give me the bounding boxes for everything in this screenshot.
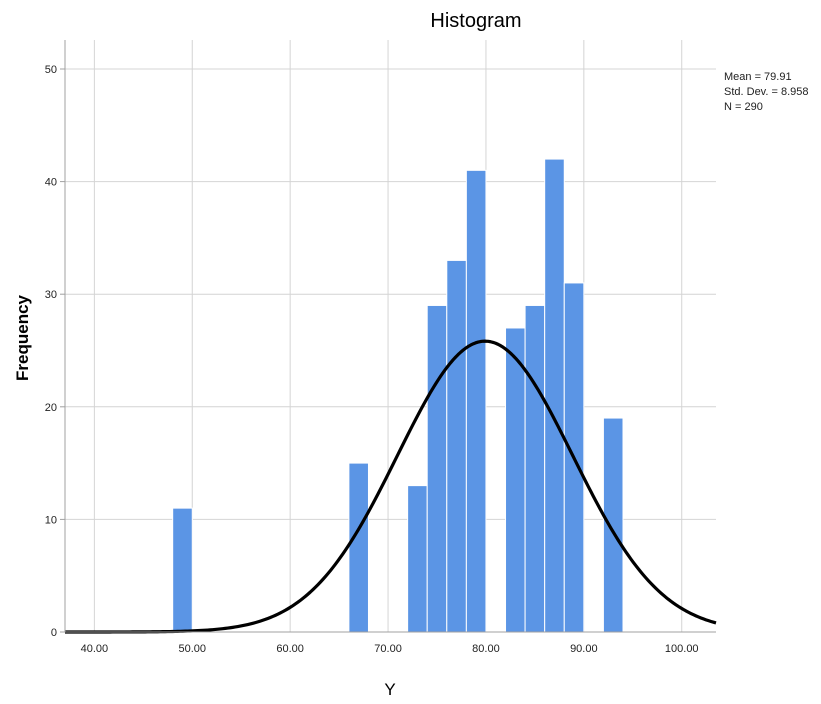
- stats-mean: Mean = 79.91: [724, 71, 792, 83]
- chart-title: Histogram: [430, 10, 521, 32]
- histogram-bar: [465, 169, 487, 633]
- axis-layer: 40.00 50.00 60.00 70.00 80.00 90.00 100.00 0 10 2…: [45, 40, 716, 655]
- y-tick-label: 20: [45, 402, 57, 414]
- bar-layer: [172, 158, 624, 633]
- y-axis-title: Frequency: [13, 294, 32, 381]
- normal-curve: [65, 339, 717, 634]
- x-tick-label: 80.00: [472, 643, 500, 655]
- histogram-bar: [426, 304, 448, 633]
- stats-legend: Mean = 79.91 Std. Dev. = 8.958 N = 290: [724, 71, 809, 113]
- x-tick-label: 100.00: [665, 643, 699, 655]
- histogram-bar: [172, 507, 193, 633]
- stats-std-dev: Std. Dev. = 8.958: [724, 86, 809, 98]
- histogram-bar: [407, 485, 428, 633]
- histogram-bar: [446, 259, 467, 633]
- x-tick-label: 90.00: [570, 643, 598, 655]
- y-tick-label: 50: [45, 64, 57, 76]
- y-tick-label: 0: [51, 627, 57, 639]
- y-tick-label: 40: [45, 177, 57, 189]
- y-tick-label: 30: [45, 289, 57, 301]
- histogram-bar: [524, 304, 546, 633]
- y-tick-label: 10: [45, 514, 57, 526]
- x-tick-label: 60.00: [276, 643, 304, 655]
- histogram-bar: [602, 417, 624, 633]
- histogram-bar: [544, 158, 565, 633]
- x-tick-label: 70.00: [374, 643, 402, 655]
- histogram-bar: [348, 462, 369, 633]
- stats-n: N = 290: [724, 101, 763, 113]
- x-tick-label: 40.00: [81, 643, 109, 655]
- x-tick-label: 50.00: [178, 643, 206, 655]
- curve-layer: [65, 339, 717, 634]
- x-axis-title: Y: [384, 680, 395, 699]
- histogram-bar: [505, 327, 526, 633]
